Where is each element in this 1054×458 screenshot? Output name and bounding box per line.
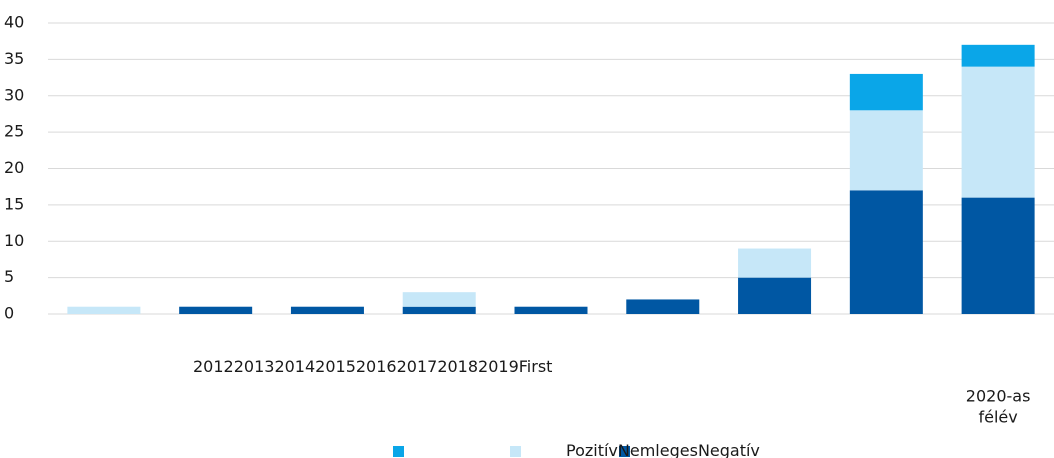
y-tick-label: 40 [4,13,24,32]
bar-segment [849,190,923,314]
bar-segment [67,306,141,314]
y-tick-label: 5 [4,267,14,286]
legend-label: Negatív [698,441,760,458]
y-tick-label: 15 [4,194,24,213]
bar-segment [849,73,923,111]
y-tick-label: 20 [4,158,24,177]
bar-segment [849,110,923,191]
x-tick-label: 2020-as [966,387,1031,406]
y-tick-label: 0 [4,304,14,323]
bar-segment [961,197,1035,314]
x-tick-label: First [519,357,553,376]
x-tick-label: 2013 [234,357,275,376]
x-tick-label: 2012 [193,357,234,376]
x-tick-label: 2017 [397,357,438,376]
x-tick-label: 2018 [437,357,478,376]
legend-swatch [393,446,404,457]
bar-segment [402,306,476,314]
bar-segment [179,306,253,314]
bar-segment [738,248,812,278]
legend-labels: PozitívNemlegesNegatív [566,441,760,458]
x-tick-labels: 20122013201420152016201720182019First [193,357,552,376]
x-tick-label: 2015 [315,357,356,376]
bar-segment [290,306,364,314]
bar-segment [961,44,1035,67]
legend-label: Nemleges [618,441,698,458]
bar-segment [738,277,812,314]
y-tick-label: 35 [4,49,24,68]
x-tick-label: 2014 [274,357,315,376]
x-tick-label: 2016 [356,357,397,376]
y-tick-label: 25 [4,122,24,141]
y-tick-label: 30 [4,85,24,104]
y-tick-label: 10 [4,231,24,250]
x-tick-label: 2019 [478,357,519,376]
bar-segment [402,292,476,307]
legend-swatch [619,446,630,457]
bar-segment [626,299,700,314]
bar-segment [514,306,588,314]
legend-label: Pozitív [566,441,618,458]
legend-swatch [510,446,521,457]
bar-segment [961,66,1035,198]
x-tick-label: félév [978,408,1017,427]
